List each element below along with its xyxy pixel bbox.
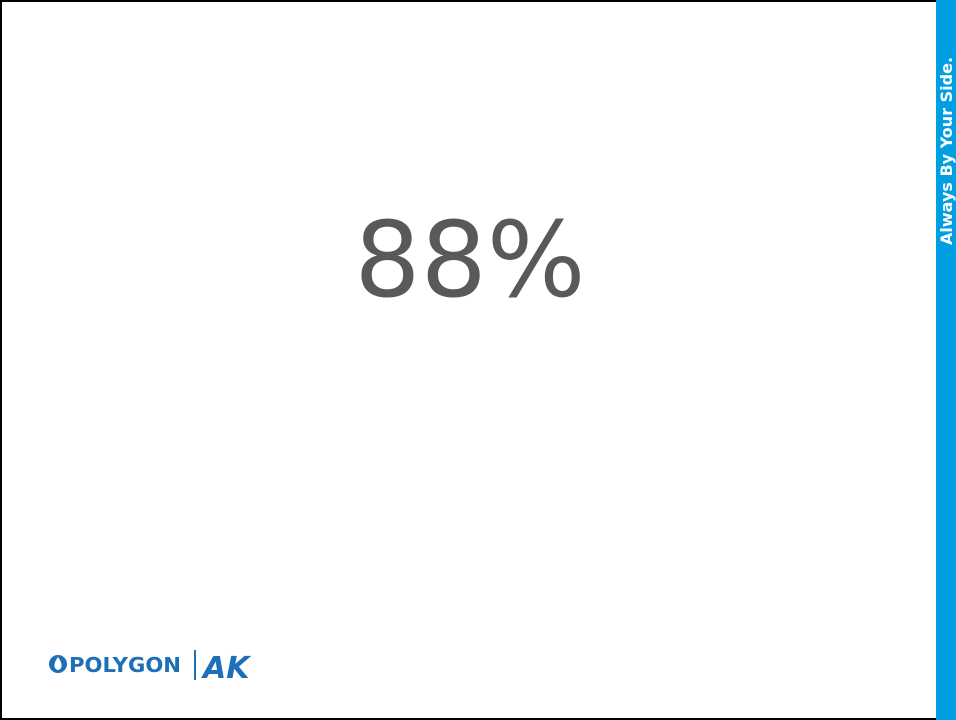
logo-drop [54,657,62,670]
tagline: Always By Your Side. [937,57,956,245]
side-stripe [936,0,956,720]
statistic: 88% [354,199,585,321]
logo-mark: AK [201,651,252,686]
logo: POLYGON AK [49,650,252,686]
logo-brand: POLYGON [69,653,181,677]
